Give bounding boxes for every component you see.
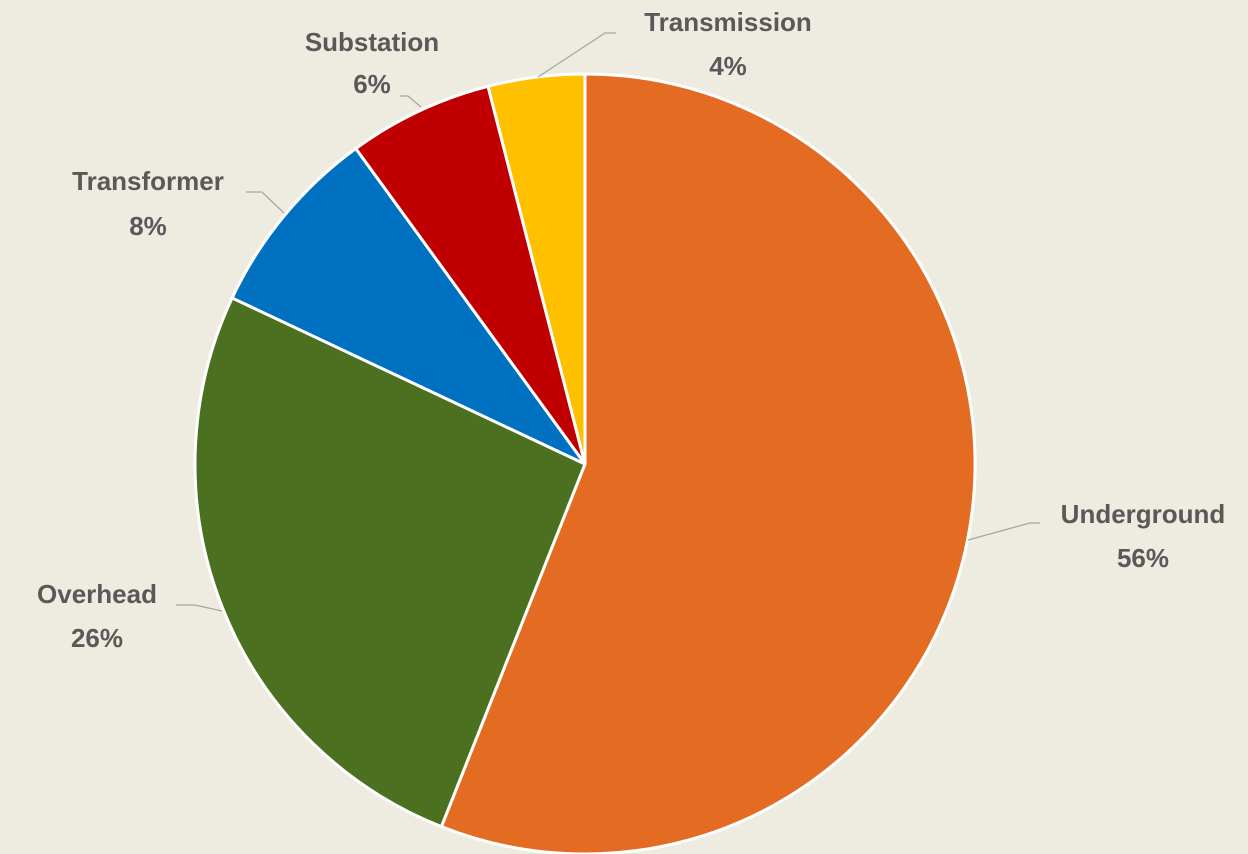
pie-slice [439,72,977,854]
pie-slice [486,72,587,465]
leader-line [246,191,285,214]
slice-value-label: 6% [353,69,391,99]
pie-slice [353,84,587,465]
pie-slice [193,295,587,829]
pie-slice [230,146,587,466]
slice-label: Substation [305,27,439,57]
leader-line [400,95,422,108]
leader-line [967,522,1040,541]
slice-label: Underground [1061,499,1226,529]
slice-value-label: 4% [709,51,747,81]
leader-line [176,604,223,612]
leader-line [537,32,616,78]
slice-label: Transmission [644,7,812,37]
slice-value-label: 26% [71,623,123,653]
slice-value-label: 56% [1117,543,1169,573]
slice-label: Overhead [37,579,157,609]
slice-value-label: 8% [129,211,167,241]
slice-label: Transformer [72,166,224,196]
